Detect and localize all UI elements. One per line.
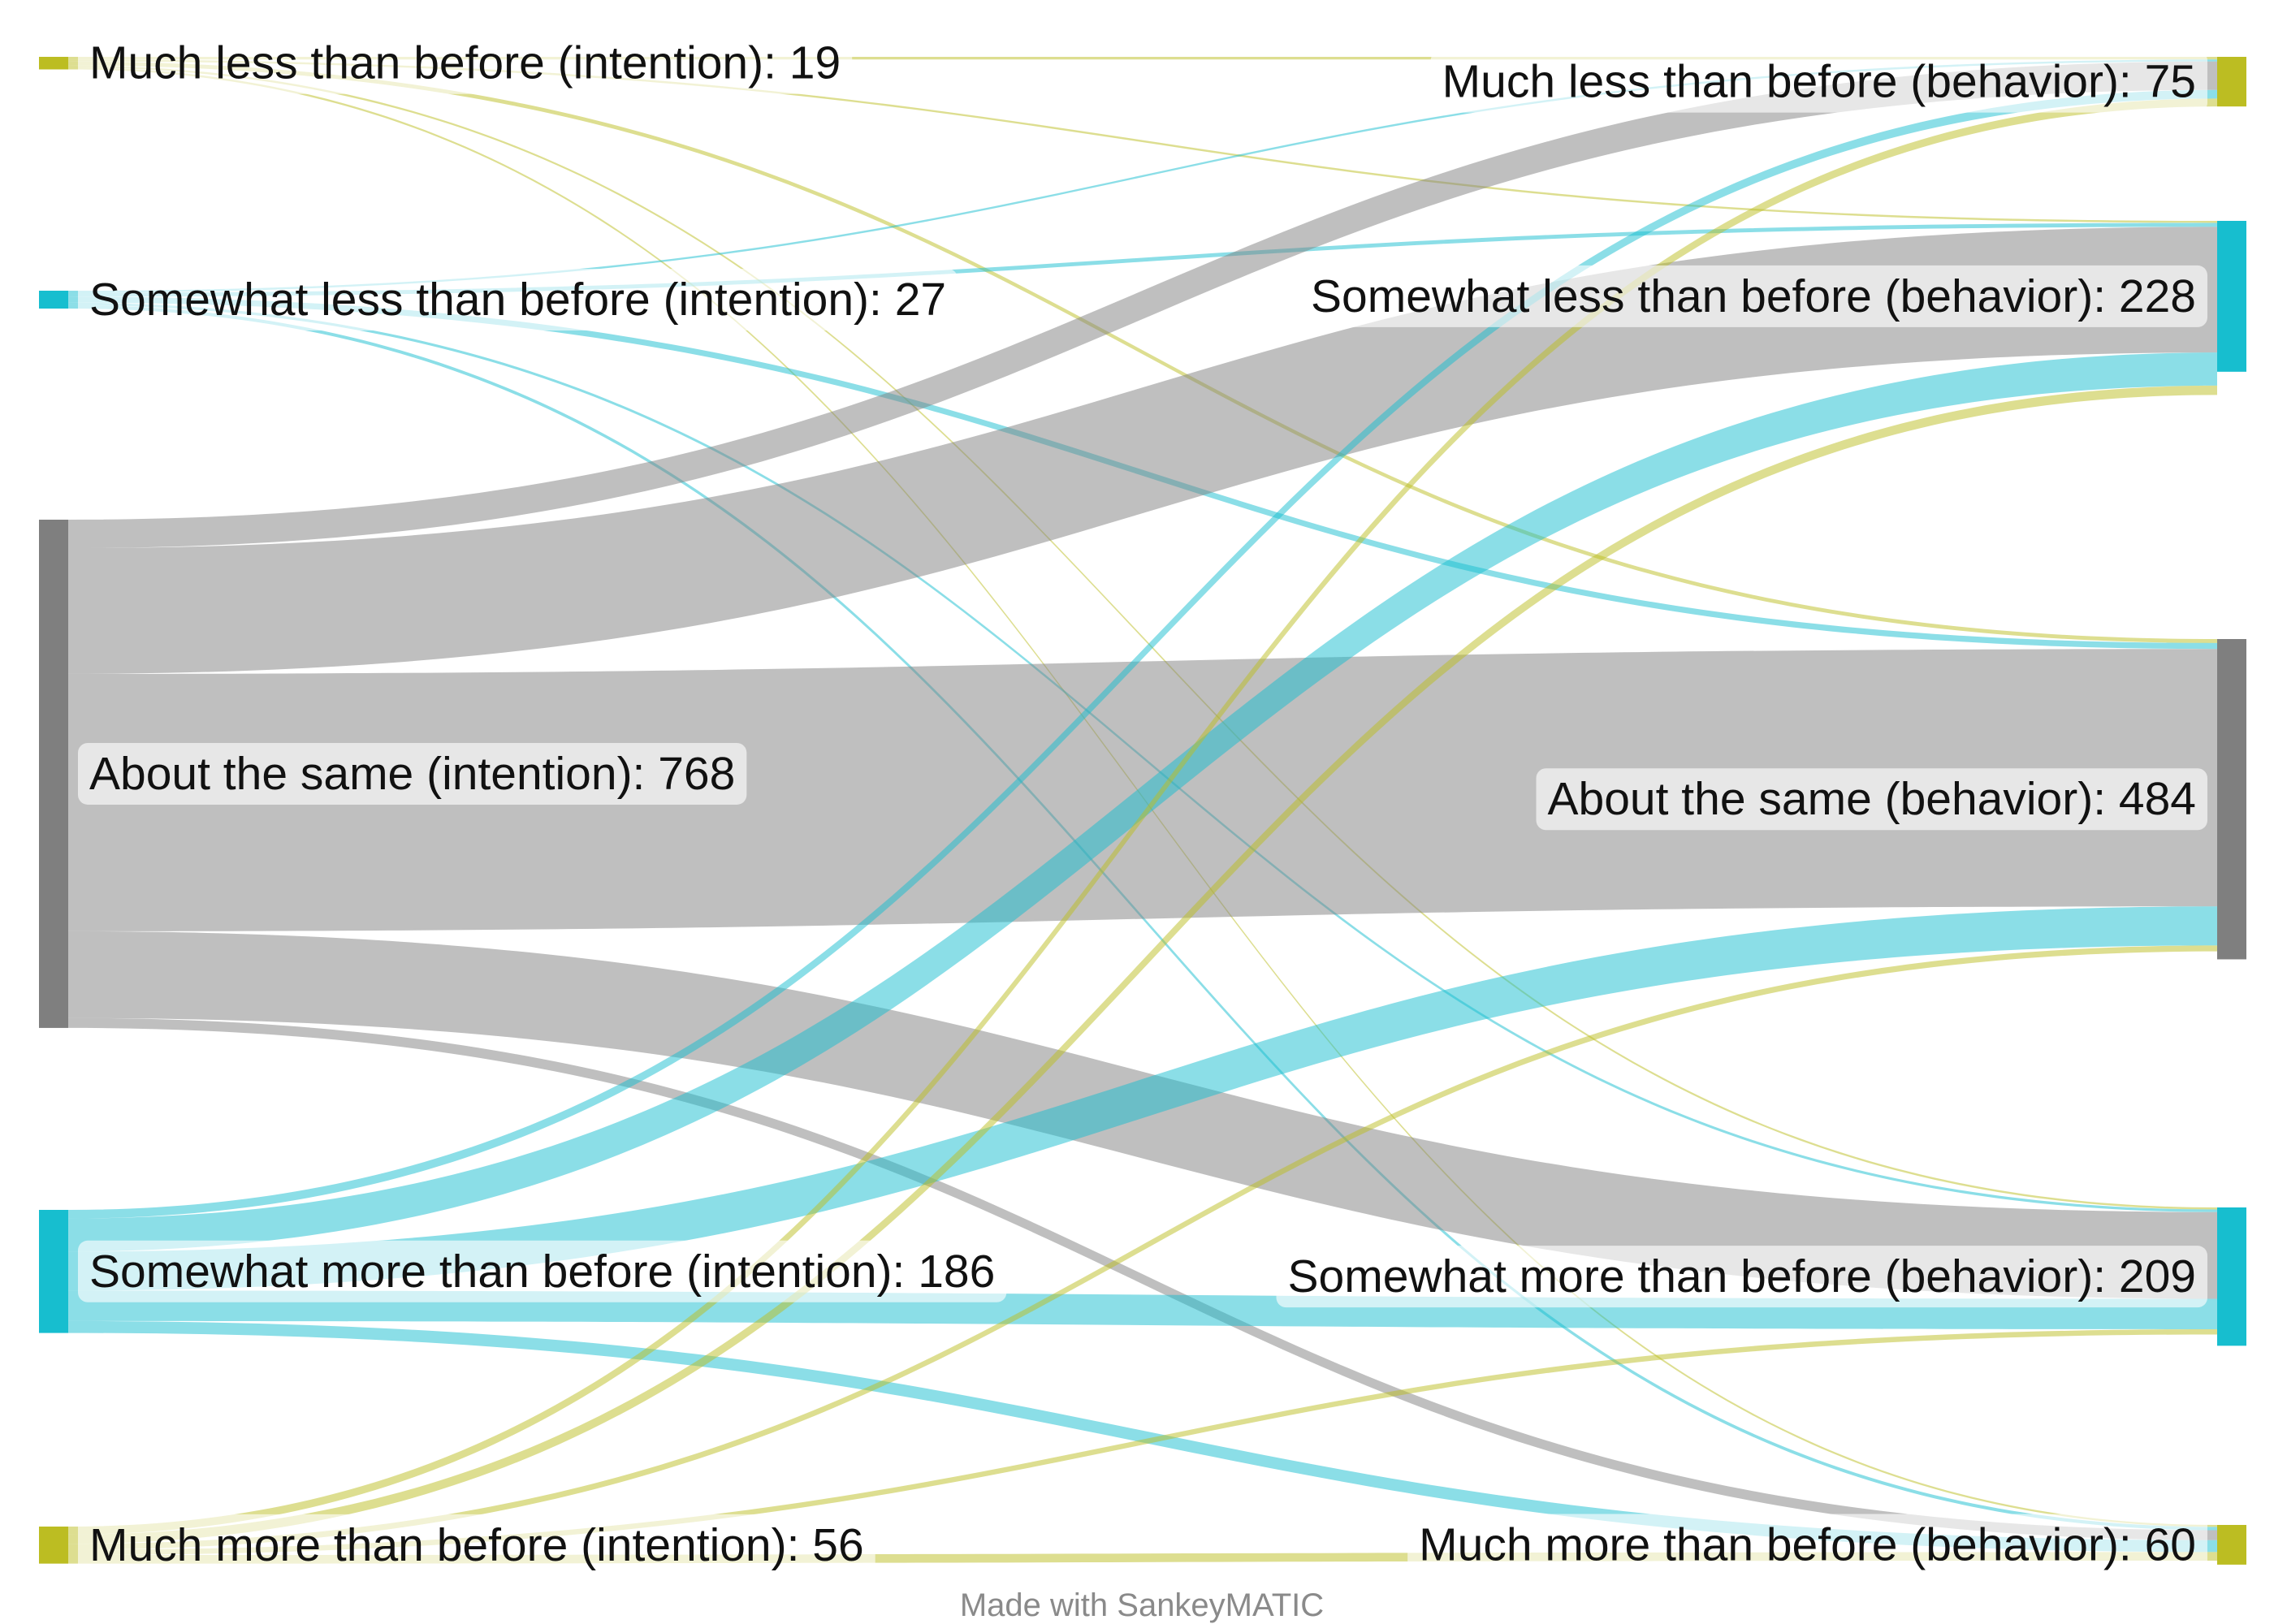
label-background [1299,265,2207,327]
made-with-credit: Made with SankeyMATIC [960,1587,1324,1623]
node-label-text: Much less than before (intention): 19 [89,37,841,89]
label-left-L1: Much less than before (intention): 19 [78,32,853,94]
node-label-text: Much less than before (behavior): 75 [1442,56,2196,108]
label-right-R2: Somewhat less than before (behavior): 22… [1299,265,2207,327]
flow-L5-to-R2 [68,385,2217,1544]
label-right-R3: About the same (behavior): 484 [1536,768,2207,831]
label-right-R1: Much less than before (behavior): 75 [1430,50,2207,113]
flow-L1-to-R2 [68,59,2217,223]
node-left-L5 [39,1527,68,1564]
label-right-R5: Much more than before (behavior): 60 [1407,1514,2207,1576]
node-left-L1 [39,57,68,70]
node-left-L2 [39,291,68,309]
labels-layer: Much less than before (intention): 19 Som… [78,32,2207,1576]
node-right-R3 [2217,639,2246,960]
node-label-text: About the same (behavior): 484 [1548,773,2196,825]
label-background [78,1240,1007,1302]
flow-L5-to-R4 [68,1328,2217,1556]
label-left-L4: Somewhat more than before (intention): 1… [78,1240,1007,1302]
flow-L5-to-R3 [68,945,2217,1550]
flow-L1-to-R3 [68,61,2217,643]
node-right-R1 [2217,57,2246,107]
label-background [1276,1246,2207,1308]
flow-L1-to-R4 [68,65,2217,1210]
label-background [1430,50,2207,113]
node-right-R5 [2217,1525,2246,1565]
node-label-text: Much more than before (intention): 56 [89,1519,864,1571]
flow-L4-to-R3 [68,906,2217,1291]
label-background [78,742,747,805]
flow-L4-to-R2 [68,352,2217,1252]
flow-L5-to-R1 [68,98,2217,1535]
label-left-L3: About the same (intention): 768 [78,742,747,805]
nodes-layer [39,57,2246,1565]
node-left-L3 [39,520,68,1028]
label-background [78,32,853,94]
flow-L2-to-R2 [68,222,2217,297]
label-background [78,269,958,331]
flow-L4-to-R1 [68,89,2217,1219]
node-left-L4 [39,1210,68,1333]
flow-L3-to-R1 [68,61,2217,549]
node-right-R2 [2217,221,2246,372]
node-label-text: Somewhat more than before (behavior): 20… [1288,1250,2196,1302]
label-left-L5: Much more than before (intention): 56 [78,1514,875,1576]
flow-L3-to-R2 [68,227,2217,674]
node-label-text: About the same (intention): 768 [89,748,735,800]
node-right-R4 [2217,1207,2246,1346]
node-label-text: Somewhat less than before (behavior): 22… [1311,270,2196,322]
node-label-text: Somewhat less than before (intention): 2… [89,274,946,326]
label-right-R4: Somewhat more than before (behavior): 20… [1276,1246,2207,1308]
flow-L3-to-R5 [68,1017,2217,1540]
label-background [78,1514,875,1576]
label-left-L2: Somewhat less than before (intention): 2… [78,269,958,331]
flows-layer [68,57,2217,1564]
flow-L2-to-R1 [68,59,2217,293]
flow-L4-to-R5 [68,1320,2217,1553]
node-label-text: Somewhat more than before (intention): 1… [89,1246,995,1298]
label-background [1536,768,2207,831]
node-label-text: Much more than before (behavior): 60 [1419,1518,2196,1570]
label-background [1407,1514,2207,1576]
